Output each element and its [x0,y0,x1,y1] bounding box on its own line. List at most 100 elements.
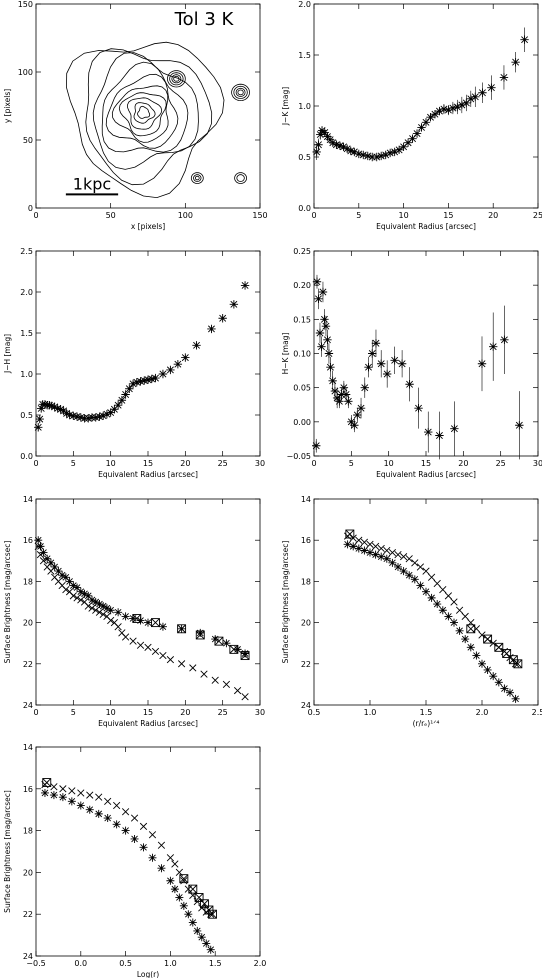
data-point-x [366,540,374,548]
data-point-x [472,625,481,633]
data-point-box [177,624,187,634]
data-point-box [199,899,209,909]
data-point-star [39,548,48,557]
data-point-box-cross [229,645,239,654]
contour-line [237,89,244,96]
data-point-star [40,400,50,409]
data-point-star [114,608,123,617]
x-tick-label: 10 [399,211,409,220]
data-point-star [414,403,423,413]
data-point-star [229,300,239,309]
data-point-star [99,411,108,421]
data-point-star [202,939,211,948]
plot-frame [35,3,261,209]
data-point-star [112,820,121,829]
data-point-star [132,378,141,387]
data-point-star [240,281,250,290]
x-tick-label: 20 [180,708,190,717]
data-point-star [143,375,153,384]
data-point-star [435,106,444,116]
chart-jh: 0 5 10 15 20 25 30 0.0 0.5 1.0 1.5 2.0 2.5 Equivalent… [3,247,265,479]
data-point-star [173,359,183,369]
data-point-box-cross [179,874,189,883]
y-tick-label: 50 [23,136,33,145]
x-tick-label: 0 [311,211,316,220]
data-point-star [76,587,85,596]
data-point-x [130,814,139,822]
data-point-star [95,412,104,421]
data-point-x [159,651,167,660]
x-tick-label: 30 [533,459,542,468]
y-tick-label: 22 [301,660,311,669]
data-point-star [489,342,498,351]
y-tick-label: 0.05 [293,384,311,393]
data-point-star [390,147,399,157]
y-tick-label: 0.5 [20,411,33,420]
x-axis-label: Equivalent Radius [arcsec] [98,719,198,728]
data-point-star [397,359,407,368]
data-point-star [317,342,326,351]
contour-line [85,48,213,186]
data-point-star [47,401,56,411]
x-axis-label: Log(r) [137,970,159,978]
y-tick-label: 1.5 [20,329,33,338]
data-point-box-cross [188,884,198,894]
data-point-star [368,349,377,358]
y-tick-label: 20 [23,619,33,628]
data-point-box [179,874,189,884]
data-point-star [314,140,323,149]
data-point-star [477,359,487,368]
data-point-star [222,639,231,648]
data-point-star [412,129,422,138]
data-point-star [377,359,386,368]
x-tick-label: 10 [106,708,116,717]
data-point-box [513,659,523,669]
x-axis-label: Equivalent Radius [arcsec] [376,470,476,479]
x-tick-label: 15 [143,708,153,717]
contour-line [166,70,186,88]
data-point-star [121,826,130,835]
y-tick-label: 22 [23,910,33,919]
x-tick-label: 25 [533,211,542,220]
data-point-star [218,314,227,323]
data-point-box-cross [483,634,492,644]
contour-line [231,83,250,102]
data-point-star [403,138,413,147]
y-tick-label: 20 [23,868,33,877]
x-tick-label: 1.5 [420,708,433,717]
data-point-star [320,315,329,324]
data-point-x [405,555,413,563]
data-point-box-cross [345,529,355,539]
x-tick-label: 5 [356,211,361,220]
data-point-x [73,594,81,602]
data-point-star [37,404,46,413]
data-point-x [68,787,76,795]
x-tick-label: 5 [71,459,76,468]
data-point-star [335,141,345,150]
data-point-star [324,349,334,358]
contour-line [118,92,167,137]
y-tick-label: 100 [18,68,33,77]
data-point-x [422,567,430,575]
data-point-star [102,604,111,613]
data-point-star [72,412,82,421]
x-tick-label: 20 [488,211,498,220]
data-point-star [56,405,65,414]
data-point-star [344,397,353,406]
data-point-x [77,596,85,604]
data-point-box [208,909,217,919]
data-point-box-cross [151,618,160,627]
y-axis-label: H−K [mag] [281,333,290,375]
x-tick-label: 5 [71,708,76,717]
data-point-star [326,362,335,372]
data-point-star [312,147,321,157]
data-point-star [422,587,430,596]
data-point-box [42,778,52,787]
x-tick-label: 0 [33,211,38,220]
data-point-star [130,834,139,843]
data-point-x [136,641,145,649]
data-point-star [94,809,103,818]
data-point-star [385,148,395,158]
contour-line [66,41,225,199]
x-tick-label: 15 [421,459,431,468]
